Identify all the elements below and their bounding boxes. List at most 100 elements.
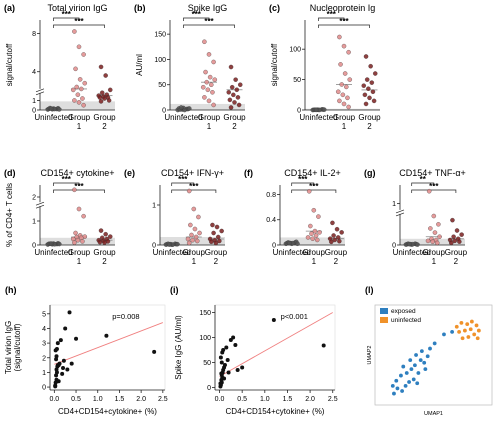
data-point: [363, 54, 369, 59]
data-point: [234, 87, 240, 93]
significance-label: ***: [74, 17, 84, 26]
data-point: [295, 241, 300, 246]
data-point: [454, 228, 460, 233]
significance-label: ***: [62, 175, 72, 184]
data-point: [364, 77, 370, 82]
x-tick-label-line2: 2: [232, 122, 237, 131]
data-point: [367, 95, 372, 101]
y-axis-label: Spike IgG (AU/ml): [174, 315, 183, 380]
data-point: [57, 361, 62, 366]
x-axis-label: CD4+CD154+cytokine+ (%): [226, 407, 325, 416]
significance-label: ***: [189, 182, 199, 191]
cutoff-band: [170, 103, 245, 110]
data-point: [339, 230, 344, 235]
data-point: [452, 238, 457, 244]
data-point: [63, 326, 68, 331]
x-tick-label: Group: [93, 248, 116, 257]
x-tick-label: 2.5: [328, 396, 338, 403]
data-point: [203, 69, 208, 75]
data-point: [395, 386, 400, 391]
data-point: [58, 338, 63, 343]
data-point: [372, 71, 378, 76]
data-point: [271, 318, 276, 322]
data-point: [469, 319, 474, 324]
y-tick-label: 4: [42, 326, 46, 333]
y-axis-label: UMAP2: [367, 346, 373, 365]
significance-bracket: [171, 182, 195, 186]
y-tick-label: 0: [42, 385, 46, 392]
data-point: [77, 77, 83, 82]
panel-letter: (g): [364, 168, 376, 178]
data-point: [334, 226, 340, 232]
data-point: [97, 95, 103, 100]
y-axis-label: signal/cutoff: [5, 43, 14, 86]
data-point: [231, 335, 236, 340]
y-tick-label: 1: [42, 370, 46, 377]
panel-title: Total virion IgG: [47, 3, 107, 13]
x-tick-label: 0.0: [49, 396, 59, 403]
data-point: [211, 59, 216, 65]
data-point: [415, 381, 420, 386]
data-point: [57, 241, 62, 247]
panel-f: (f) CD154+ IL-2+00.40.8******UninfectedGr…: [244, 168, 348, 266]
data-point: [419, 349, 424, 354]
data-point: [55, 341, 60, 346]
panel-l: (l) UMAP1 UMAP2 exposed uninfected: [365, 285, 493, 417]
data-point: [72, 98, 77, 103]
data-point: [182, 107, 187, 113]
y-tick-label: 0: [392, 243, 396, 250]
data-point: [190, 237, 195, 243]
y-tick-label: 2: [32, 195, 36, 202]
data-point: [416, 371, 421, 375]
significance-bracket: [53, 24, 105, 28]
data-point: [200, 84, 206, 90]
data-point: [454, 324, 459, 329]
data-point: [341, 101, 347, 107]
data-point: [218, 381, 223, 386]
data-point: [400, 389, 404, 393]
significance-label: ***: [298, 175, 308, 184]
data-point: [207, 74, 213, 80]
x-tick-label: 2.0: [136, 396, 146, 403]
data-point: [425, 354, 430, 359]
x-tick-label: Group: [358, 113, 381, 122]
data-point: [206, 98, 212, 104]
panel-b: (b) Spike IgG 0 50 100 150 AU/ml ****** Uninfect…: [134, 3, 246, 131]
data-point: [237, 82, 243, 87]
data-point: [309, 231, 314, 236]
x-tick-label: Group: [325, 248, 348, 257]
y-tick-label: 50: [293, 77, 301, 84]
data-point: [235, 95, 241, 100]
data-point: [194, 238, 200, 244]
panel-letter: (i): [170, 285, 179, 295]
significance-bracket: [183, 24, 235, 28]
data-point: [459, 320, 464, 325]
data-point: [48, 241, 54, 246]
data-point: [317, 230, 322, 235]
data-point: [363, 101, 369, 107]
data-point: [474, 323, 479, 328]
data-point: [186, 106, 192, 111]
y-tick-label: 0: [207, 385, 211, 392]
data-point: [235, 368, 240, 372]
data-point: [392, 391, 396, 396]
data-point: [337, 34, 342, 40]
x-tick-label: Group: [68, 113, 91, 122]
data-point: [340, 92, 346, 98]
data-point: [459, 232, 464, 237]
data-point: [104, 333, 109, 338]
y-tick-label: 5: [42, 311, 46, 318]
data-point: [106, 98, 112, 103]
data-point: [236, 102, 242, 108]
data-point: [212, 77, 217, 82]
data-point: [394, 378, 399, 383]
y-tick-label: 0: [297, 108, 301, 115]
data-point: [67, 310, 72, 315]
data-point: [335, 89, 341, 95]
data-point: [80, 239, 85, 244]
data-point: [74, 84, 79, 90]
data-point: [214, 224, 220, 230]
data-point: [81, 52, 86, 57]
data-point: [408, 358, 413, 363]
data-point: [368, 63, 373, 69]
